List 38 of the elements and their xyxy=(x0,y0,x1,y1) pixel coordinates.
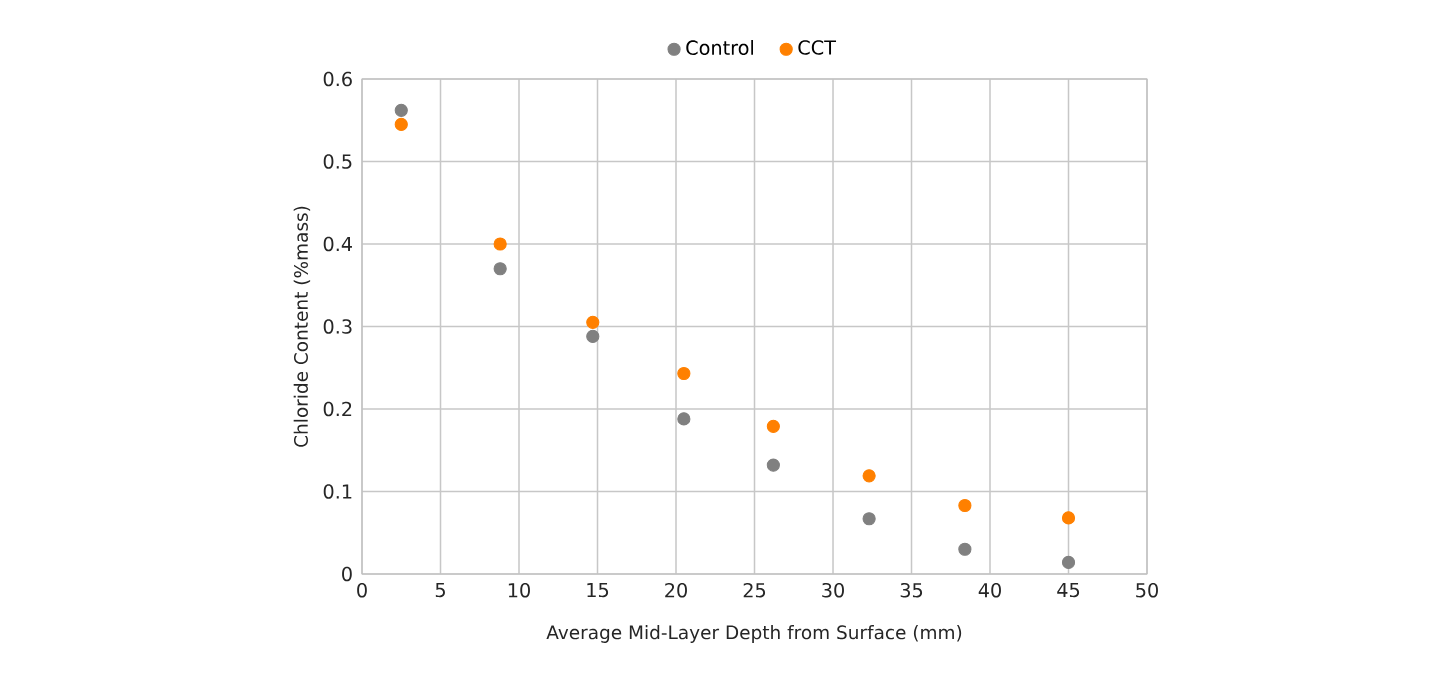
point xyxy=(586,315,600,329)
point xyxy=(394,103,408,117)
point xyxy=(958,498,972,513)
x-tick-label: 0 xyxy=(357,582,367,598)
point xyxy=(1061,511,1076,525)
x-axis-title: Average Mid-Layer Depth from Surface (mm) xyxy=(546,625,962,643)
point xyxy=(766,419,780,433)
x-tick-label: 10 xyxy=(508,582,530,598)
legend-label: CCT xyxy=(798,40,837,55)
point xyxy=(862,469,876,483)
y-tick-label: 0 xyxy=(342,566,352,582)
x-tick-label: 15 xyxy=(587,582,609,598)
point xyxy=(862,512,876,526)
x-tick-label: 40 xyxy=(978,582,1001,598)
point xyxy=(586,329,600,343)
y-tick-label: 0.2 xyxy=(323,401,352,417)
x-tick-label: 25 xyxy=(743,582,766,598)
x-tick-label: 5 xyxy=(435,582,445,598)
point xyxy=(1061,555,1076,570)
y-tick-label: 0.1 xyxy=(323,484,352,499)
x-tick-label: 50 xyxy=(1136,582,1158,598)
y-tick-label: 0.5 xyxy=(323,154,352,169)
y-tick-label: 0.6 xyxy=(323,71,352,87)
x-tick-label: 45 xyxy=(1057,582,1080,598)
y-axis-title: Chloride Content (%mass) xyxy=(293,206,311,447)
point xyxy=(677,412,691,426)
point xyxy=(766,458,780,472)
point xyxy=(493,262,507,276)
y-tick-label: 0.3 xyxy=(323,319,352,334)
legend-label: Control xyxy=(686,40,753,55)
point xyxy=(677,366,691,381)
x-tick-label: 35 xyxy=(900,582,923,598)
point xyxy=(493,237,507,251)
x-tick-label: 20 xyxy=(665,582,687,598)
point xyxy=(958,542,972,556)
x-tick-label: 30 xyxy=(822,582,844,598)
y-tick-label: 0.4 xyxy=(323,236,352,252)
point xyxy=(394,117,408,131)
